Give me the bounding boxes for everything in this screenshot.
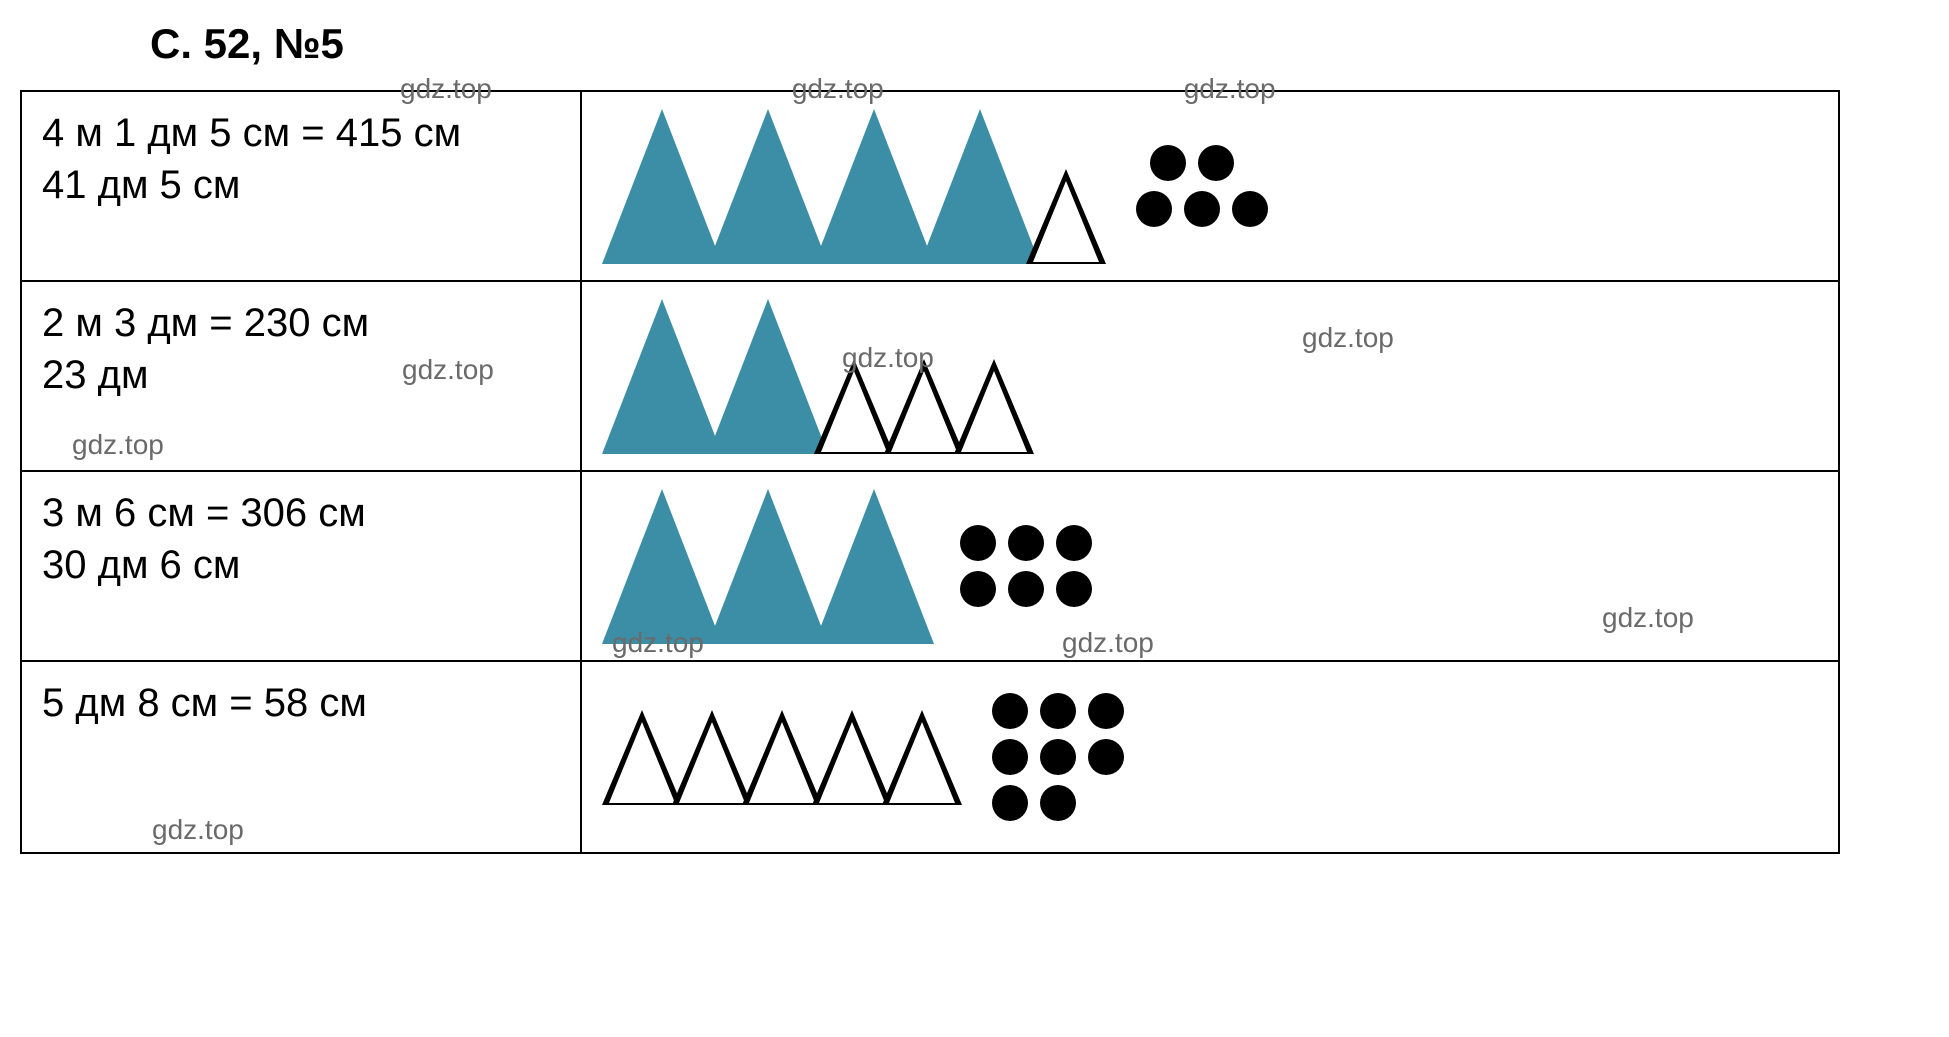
text-cell: 2 м 3 дм = 230 см23 дмgdz.topgdz.top [22, 282, 582, 470]
dot-row [992, 693, 1124, 729]
triangle-large-filled-icon [602, 299, 722, 454]
page-header: С. 52, №5 [150, 20, 1929, 68]
watermark: gdz.top [400, 73, 492, 105]
dot-icon [1040, 693, 1076, 729]
dot-icon [960, 525, 996, 561]
dot-group [992, 693, 1124, 821]
text-cell: 5 дм 8 см = 58 см gdz.top [22, 662, 582, 852]
measurement-text: 2 м 3 дм = 230 см [42, 297, 560, 349]
dot-icon [992, 693, 1028, 729]
watermark-top-row: gdz.top gdz.top gdz.top [400, 73, 1929, 105]
triangle-large-filled-icon [708, 299, 828, 454]
shapes-cell: gdz.top gdz.top gdz.top [582, 472, 1838, 660]
dot-row [960, 571, 1092, 607]
dot-icon [1136, 191, 1172, 227]
table-row: 5 дм 8 см = 58 см gdz.top [22, 662, 1838, 852]
watermark: gdz.top [1184, 73, 1276, 105]
dot-icon [1008, 525, 1044, 561]
dot-group [960, 525, 1092, 607]
triangle-large-filled-icon [920, 109, 1040, 264]
dot-icon [992, 785, 1028, 821]
dot-row [1136, 191, 1268, 227]
watermark: gdz.top [612, 627, 704, 659]
table-row: 4 м 1 дм 5 см = 415 см41 дм 5 см [22, 92, 1838, 282]
dot-icon [1198, 145, 1234, 181]
table-row: 3 м 6 см = 306 см30 дм 6 смgdz.topgdz.to… [22, 472, 1838, 662]
triangle-group [602, 109, 1096, 264]
text-cell: 4 м 1 дм 5 см = 415 см41 дм 5 см [22, 92, 582, 280]
shapes-cell: gdz.top gdz.top [582, 282, 1838, 470]
watermark: gdz.top [1302, 322, 1394, 354]
text-cell: 3 м 6 см = 306 см30 дм 6 см [22, 472, 582, 660]
exercise-table: 4 м 1 дм 5 см = 415 см41 дм 5 см 2 м 3 дм… [20, 90, 1840, 854]
dot-icon [1056, 571, 1092, 607]
dot-icon [1056, 525, 1092, 561]
watermark: gdz.top [1062, 627, 1154, 659]
triangle-group [602, 489, 920, 644]
shapes-cell [582, 662, 1838, 852]
watermark: gdz.top [72, 427, 164, 463]
dot-icon [1232, 191, 1268, 227]
watermark: gdz.top [792, 73, 884, 105]
watermark: gdz.top [152, 812, 244, 848]
dot-icon [1088, 693, 1124, 729]
dot-icon [1088, 739, 1124, 775]
dot-row [960, 525, 1092, 561]
table-row: 2 м 3 дм = 230 см23 дмgdz.topgdz.topgdz.… [22, 282, 1838, 472]
dot-icon [992, 739, 1028, 775]
dot-icon [1150, 145, 1186, 181]
watermark: gdz.top [402, 352, 494, 388]
dot-icon [1040, 785, 1076, 821]
measurement-text: 4 м 1 дм 5 см = 415 см [42, 107, 560, 159]
triangle-group [602, 299, 1024, 454]
measurement-text: 3 м 6 см = 306 см [42, 487, 560, 539]
watermark: gdz.top [842, 342, 934, 374]
measurement-text: 5 дм 8 см = 58 см [42, 677, 560, 729]
dot-icon [1040, 739, 1076, 775]
dot-row [992, 785, 1124, 821]
triangle-large-filled-icon [814, 489, 934, 644]
dot-row [992, 739, 1124, 775]
dot-group [1136, 145, 1268, 227]
triangle-group [602, 710, 952, 805]
watermark: gdz.top [1602, 602, 1694, 634]
dot-row [1150, 145, 1268, 181]
triangle-large-filled-icon [708, 109, 828, 264]
triangle-large-filled-icon [708, 489, 828, 644]
triangle-large-filled-icon [814, 109, 934, 264]
measurement-text: 30 дм 6 см [42, 539, 560, 591]
triangle-large-filled-icon [602, 109, 722, 264]
dot-icon [1008, 571, 1044, 607]
dot-icon [1184, 191, 1220, 227]
measurement-text: 41 дм 5 см [42, 159, 560, 211]
shapes-cell [582, 92, 1838, 280]
triangle-large-filled-icon [602, 489, 722, 644]
dot-icon [960, 571, 996, 607]
